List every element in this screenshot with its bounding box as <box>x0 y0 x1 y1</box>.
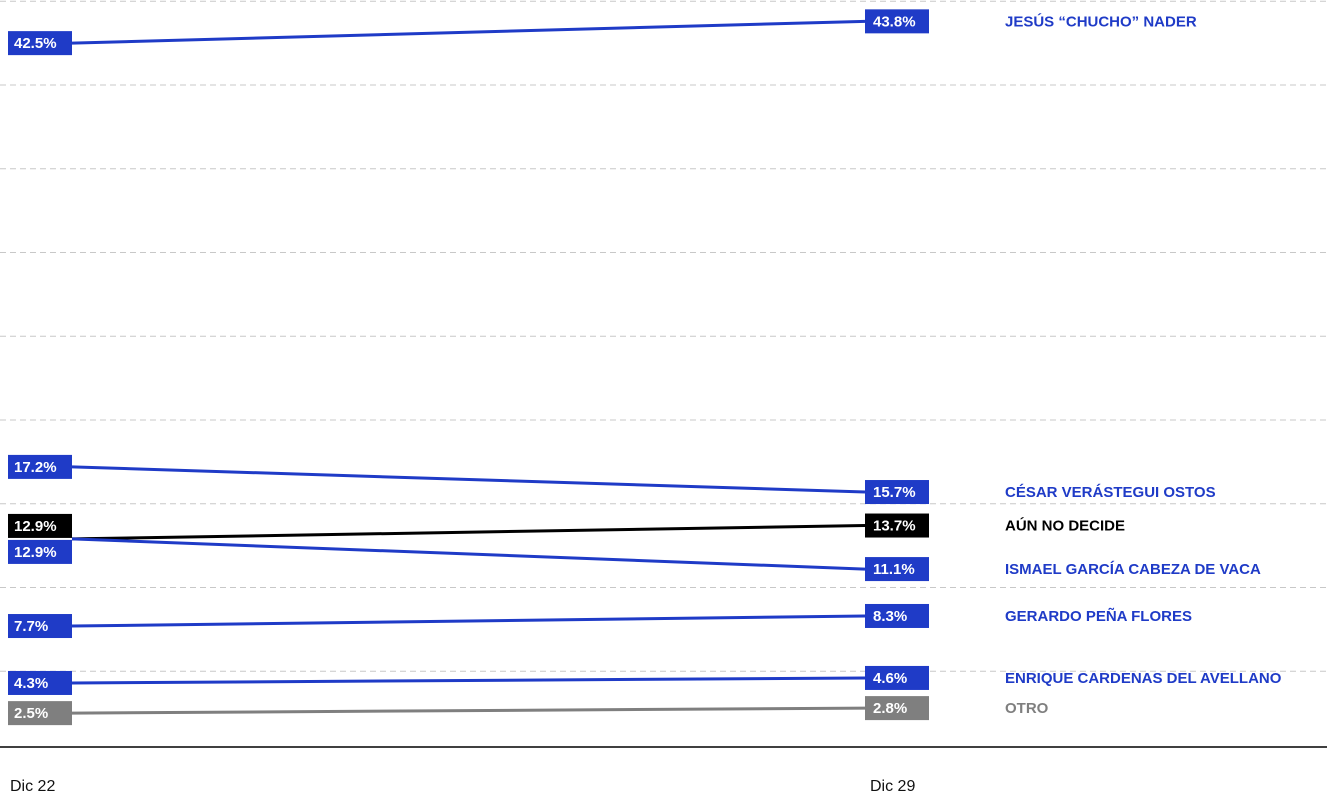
value-label-box <box>865 696 929 721</box>
legend-label: ENRIQUE CARDENAS DEL AVELLANO <box>1005 670 1282 687</box>
series-line <box>71 19 866 45</box>
value-label: 12.9% <box>14 544 57 561</box>
series-line <box>71 706 866 715</box>
value-label-box <box>865 480 929 505</box>
value-label: 4.6% <box>873 670 907 687</box>
value-label: 7.7% <box>14 618 48 635</box>
value-label-box <box>8 670 72 695</box>
series-line <box>71 537 866 571</box>
value-label: 43.8% <box>873 13 916 30</box>
x-tick-label: Dic 29 <box>870 778 915 795</box>
value-label-box <box>865 557 929 582</box>
value-label-box <box>8 31 72 56</box>
value-label-box <box>8 513 72 538</box>
value-label-box <box>8 614 72 639</box>
legend-label: AÚN NO DECIDE <box>1005 516 1125 534</box>
value-label-box <box>865 603 929 628</box>
value-label: 11.1% <box>873 561 915 578</box>
legend-label: JESÚS “CHUCHO” NADER <box>1005 12 1197 30</box>
legend-label: CÉSAR VERÁSTEGUI OSTOS <box>1005 484 1216 501</box>
value-label-box <box>865 513 929 538</box>
value-label: 15.7% <box>873 484 916 501</box>
value-label: 8.3% <box>873 608 907 625</box>
value-label-box <box>8 701 72 726</box>
value-label: 42.5% <box>14 35 57 52</box>
value-label: 17.2% <box>14 459 57 476</box>
value-label: 2.8% <box>873 700 907 717</box>
legend-label: ISMAEL GARCÍA CABEZA DE VACA <box>1005 561 1261 578</box>
value-label-box <box>8 539 72 564</box>
value-label-box <box>8 454 72 479</box>
value-label: 2.5% <box>14 705 48 722</box>
x-tick-label: Dic 22 <box>10 778 55 795</box>
series-line <box>71 524 866 541</box>
value-label: 4.3% <box>14 675 48 692</box>
series-line <box>71 465 866 494</box>
value-label: 13.7% <box>873 517 916 534</box>
series-line <box>71 614 866 628</box>
legend-label: OTRO <box>1005 700 1049 717</box>
value-label-box <box>865 9 929 34</box>
value-label: 12.9% <box>14 518 57 535</box>
value-label-box <box>865 665 929 690</box>
series-line <box>71 676 866 685</box>
legend-label: GERARDO PEÑA FLORES <box>1005 607 1192 625</box>
